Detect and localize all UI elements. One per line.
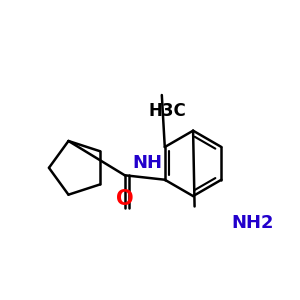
Text: H3C: H3C <box>149 102 187 120</box>
Text: NH2: NH2 <box>232 214 274 232</box>
Text: O: O <box>116 189 134 209</box>
Text: NH: NH <box>132 154 162 172</box>
